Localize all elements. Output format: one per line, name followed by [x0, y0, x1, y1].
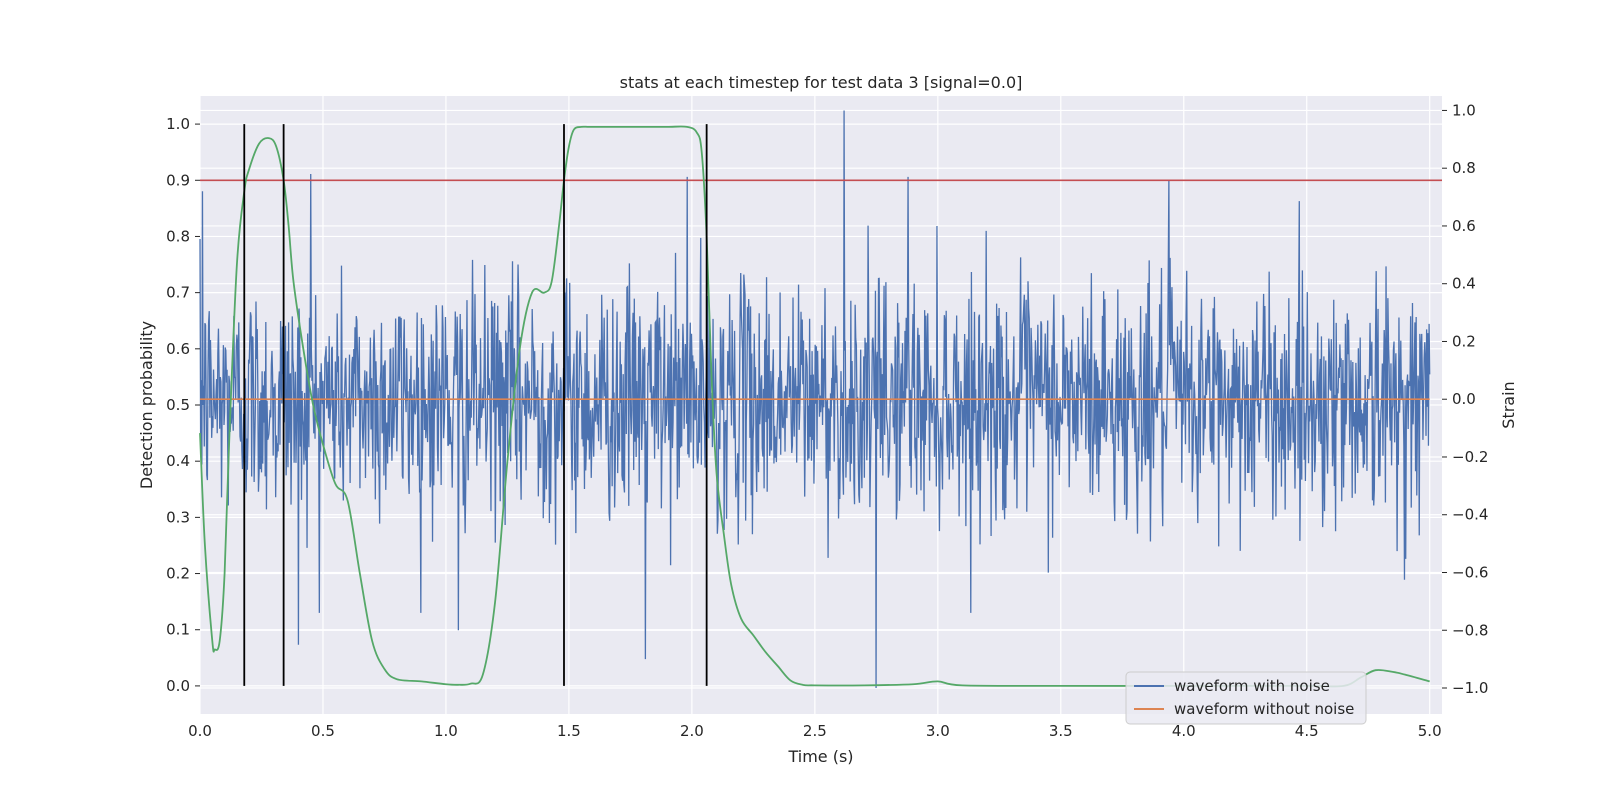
y-right-tick-label: 1.0	[1452, 101, 1476, 119]
y-right-tick-label: −0.4	[1452, 506, 1488, 524]
x-tick-label: 1.5	[557, 722, 581, 740]
y-left-tick-label: 0.1	[166, 621, 190, 639]
legend-label-waveform-without-noise: waveform without noise	[1174, 700, 1354, 718]
y-right-tick-label: −0.8	[1452, 621, 1488, 639]
x-tick-label: 4.5	[1295, 722, 1319, 740]
y-right-tick-label: 0.2	[1452, 332, 1476, 350]
plot-area	[199, 110, 1442, 689]
chart-title: stats at each timestep for test data 3 […	[620, 73, 1023, 92]
y-left-tick-label: 0.2	[166, 565, 190, 583]
y-right-tick-label: 0.0	[1452, 390, 1476, 408]
y-left-tick-label: 0.0	[166, 677, 190, 695]
series-waveform-with-noise	[199, 110, 1431, 689]
y-left-tick-label: 0.9	[166, 171, 190, 189]
x-tick-label: 0.5	[311, 722, 335, 740]
y-left-tick-label: 0.8	[166, 227, 190, 245]
y-left-tick-label: 0.3	[166, 508, 190, 526]
y-left-tick-label: 0.4	[166, 452, 190, 470]
x-tick-label: 5.0	[1418, 722, 1442, 740]
x-tick-label: 3.0	[926, 722, 950, 740]
y-right-tick-label: 0.6	[1452, 217, 1476, 235]
x-tick-label: 0.0	[188, 722, 212, 740]
x-tick-label: 4.0	[1172, 722, 1196, 740]
y-left-tick-label: 0.7	[166, 284, 190, 302]
legend: waveform with noise waveform without noi…	[1125, 671, 1367, 725]
y-right-tick-label: −0.2	[1452, 448, 1488, 466]
y-right-tick-label: −1.0	[1452, 679, 1488, 697]
y-right-tick-label: −0.6	[1452, 563, 1488, 581]
y-right-tick-label: 0.8	[1452, 159, 1476, 177]
x-tick-label: 2.0	[680, 722, 704, 740]
x-tick-label: 2.5	[803, 722, 827, 740]
x-axis-label: Time (s)	[787, 747, 853, 766]
y-right-axis-ticks: −1.0 −0.8 −0.6 −0.4 −0.2 0.0 0.2 0.4 0.6 0.8 1.0	[1442, 101, 1488, 697]
y-right-tick-label: 0.4	[1452, 275, 1476, 293]
y-left-tick-label: 1.0	[166, 115, 190, 133]
y-left-tick-label: 0.5	[166, 396, 190, 414]
y-left-axis-label: Detection probability	[137, 321, 156, 489]
legend-box	[1125, 671, 1367, 725]
y-left-axis-ticks: 0.0 0.1 0.2 0.3 0.4 0.5 0.6 0.7 0.8 0.9 1.0	[166, 115, 200, 695]
legend-label-waveform-with-noise: waveform with noise	[1174, 677, 1330, 695]
y-left-tick-label: 0.6	[166, 340, 190, 358]
x-tick-label: 1.0	[434, 722, 458, 740]
x-tick-label: 3.5	[1049, 722, 1073, 740]
x-axis-ticks: 0.0 0.5 1.0 1.5 2.0 2.5 3.0 3.5 4.0 4.5 5.0	[188, 722, 1442, 740]
y-right-axis-label: Strain	[1499, 381, 1518, 428]
series-detection-probability	[199, 125, 1430, 688]
